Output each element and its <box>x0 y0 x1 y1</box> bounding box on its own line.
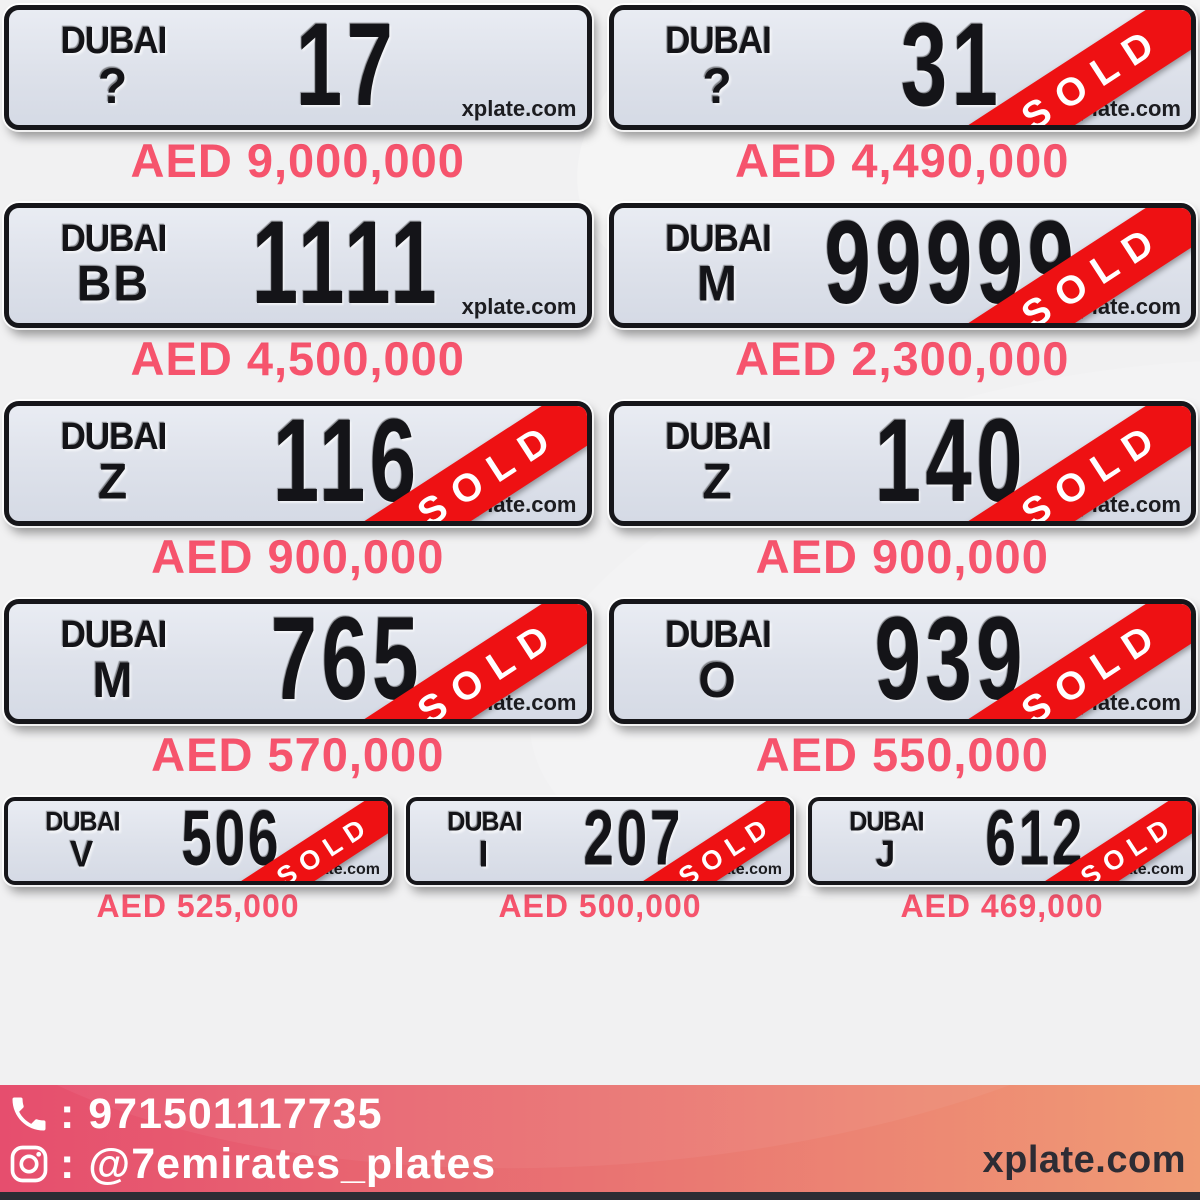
price-label: AED 9,000,000 <box>130 134 465 187</box>
dubai-logo: DUBAI <box>665 414 772 458</box>
dubai-logo: DUBAI <box>60 414 168 458</box>
xplate-watermark: xplate.com <box>461 96 577 121</box>
price-label: AED 4,500,000 <box>130 332 465 385</box>
site-label: xplate.com <box>982 1139 1186 1181</box>
dubai-logo: DUBAI <box>60 18 168 62</box>
license-plate: DUBAI J 612 xplate.com SOLD <box>808 797 1196 885</box>
plate-number: 116 <box>272 401 421 526</box>
plate-number: 506 <box>181 797 282 882</box>
license-plate: DUBAI Z 116 xplate.com SOLD <box>4 401 592 526</box>
plate-listing: DUBAI I 207 xplate.com SOLD AED 500,000 <box>406 797 794 924</box>
plate-row: DUBAI BB 1111 xplate.com SOLD AED 4,500,… <box>4 203 1196 385</box>
contact-footer: : 971501117735 : @7emirates_plates xplat… <box>0 1085 1200 1192</box>
dubai-logo: DUBAI <box>45 806 120 837</box>
plate-code: Z <box>702 454 734 510</box>
license-plate: DUBAI ? 31 xplate.com SOLD <box>608 5 1196 130</box>
xplate-watermark: xplate.com <box>461 294 577 319</box>
plate-listing: DUBAI M 99999 xplate.com SOLD AED 2,300,… <box>608 203 1196 385</box>
plate-code: J <box>875 833 898 875</box>
phone-number: : 971501117735 <box>60 1089 383 1138</box>
plate-listing: DUBAI M 765 xplate.com SOLD AED 570,000 <box>4 599 592 781</box>
plate-grid: DUBAI ? 17 xplate.com SOLD AED 9,000,000… <box>4 5 1196 924</box>
dubai-logo: DUBAI <box>665 216 772 260</box>
plate-number: 612 <box>985 797 1086 882</box>
plate-code: I <box>478 833 491 875</box>
plate-listing: DUBAI J 612 xplate.com SOLD AED 469,000 <box>808 797 1196 924</box>
dubai-logo: DUBAI <box>665 18 772 62</box>
license-plate: DUBAI BB 1111 xplate.com SOLD <box>4 203 592 328</box>
plate-code: ? <box>97 58 130 114</box>
plate-number: 17 <box>295 5 398 130</box>
plate-number: 207 <box>583 797 684 882</box>
instagram-contact: : @7emirates_plates <box>6 1139 496 1189</box>
license-plate: DUBAI I 207 xplate.com SOLD <box>406 797 794 885</box>
license-plate: DUBAI O 939 xplate.com SOLD <box>608 599 1196 724</box>
plate-listing: DUBAI Z 140 xplate.com SOLD AED 900,000 <box>608 401 1196 583</box>
instagram-handle: : @7emirates_plates <box>60 1139 497 1188</box>
plate-code: V <box>69 833 96 875</box>
plate-code: BB <box>76 256 151 312</box>
price-label: AED 469,000 <box>900 888 1104 924</box>
license-plate: DUBAI V 506 xplate.com SOLD <box>4 797 392 885</box>
plate-code: M <box>92 652 135 708</box>
bottom-bar <box>0 1192 1200 1200</box>
instagram-icon <box>6 1141 52 1187</box>
plate-listing: DUBAI Z 116 xplate.com SOLD AED 900,000 <box>4 401 592 583</box>
dubai-logo: DUBAI <box>665 612 772 656</box>
price-label: AED 525,000 <box>96 888 300 924</box>
plate-code: M <box>697 256 739 312</box>
plate-code: ? <box>702 58 734 114</box>
plate-row: DUBAI V 506 xplate.com SOLD AED 525,000 … <box>4 797 1196 924</box>
plate-row: DUBAI M 765 xplate.com SOLD AED 570,000 … <box>4 599 1196 781</box>
price-label: AED 4,490,000 <box>735 134 1070 187</box>
license-plate: DUBAI Z 140 xplate.com SOLD <box>608 401 1196 526</box>
dubai-logo: DUBAI <box>849 806 924 837</box>
plate-listing: DUBAI BB 1111 xplate.com SOLD AED 4,500,… <box>4 203 592 385</box>
price-label: AED 500,000 <box>498 888 702 924</box>
plate-number: 1111 <box>252 203 442 328</box>
phone-contact: : 971501117735 <box>6 1089 496 1139</box>
plate-number: 31 <box>900 5 1003 130</box>
price-label: AED 550,000 <box>755 728 1049 781</box>
phone-icon <box>6 1091 52 1137</box>
plate-code: O <box>698 652 738 708</box>
plate-code: Z <box>97 454 130 510</box>
dubai-logo: DUBAI <box>60 216 168 260</box>
license-plate: DUBAI M 99999 xplate.com SOLD <box>608 203 1196 328</box>
plate-listing: DUBAI V 506 xplate.com SOLD AED 525,000 <box>4 797 392 924</box>
price-label: AED 570,000 <box>151 728 445 781</box>
price-label: AED 900,000 <box>755 530 1049 583</box>
plate-row: DUBAI ? 17 xplate.com SOLD AED 9,000,000… <box>4 5 1196 187</box>
price-label: AED 2,300,000 <box>735 332 1070 385</box>
plate-listing: DUBAI ? 17 xplate.com SOLD AED 9,000,000 <box>4 5 592 187</box>
plate-number: 939 <box>875 599 1028 724</box>
license-plate: DUBAI ? 17 xplate.com SOLD <box>4 5 592 130</box>
plate-listing: DUBAI O 939 xplate.com SOLD AED 550,000 <box>608 599 1196 781</box>
dubai-logo: DUBAI <box>447 806 522 837</box>
plate-listing: DUBAI ? 31 xplate.com SOLD AED 4,490,000 <box>608 5 1196 187</box>
plate-row: DUBAI Z 116 xplate.com SOLD AED 900,000 … <box>4 401 1196 583</box>
plate-number: 140 <box>875 401 1028 526</box>
price-label: AED 900,000 <box>151 530 445 583</box>
license-plate: DUBAI M 765 xplate.com SOLD <box>4 599 592 724</box>
plate-number: 765 <box>270 599 423 724</box>
dubai-logo: DUBAI <box>60 612 168 656</box>
contact-block: : 971501117735 : @7emirates_plates <box>6 1089 496 1189</box>
